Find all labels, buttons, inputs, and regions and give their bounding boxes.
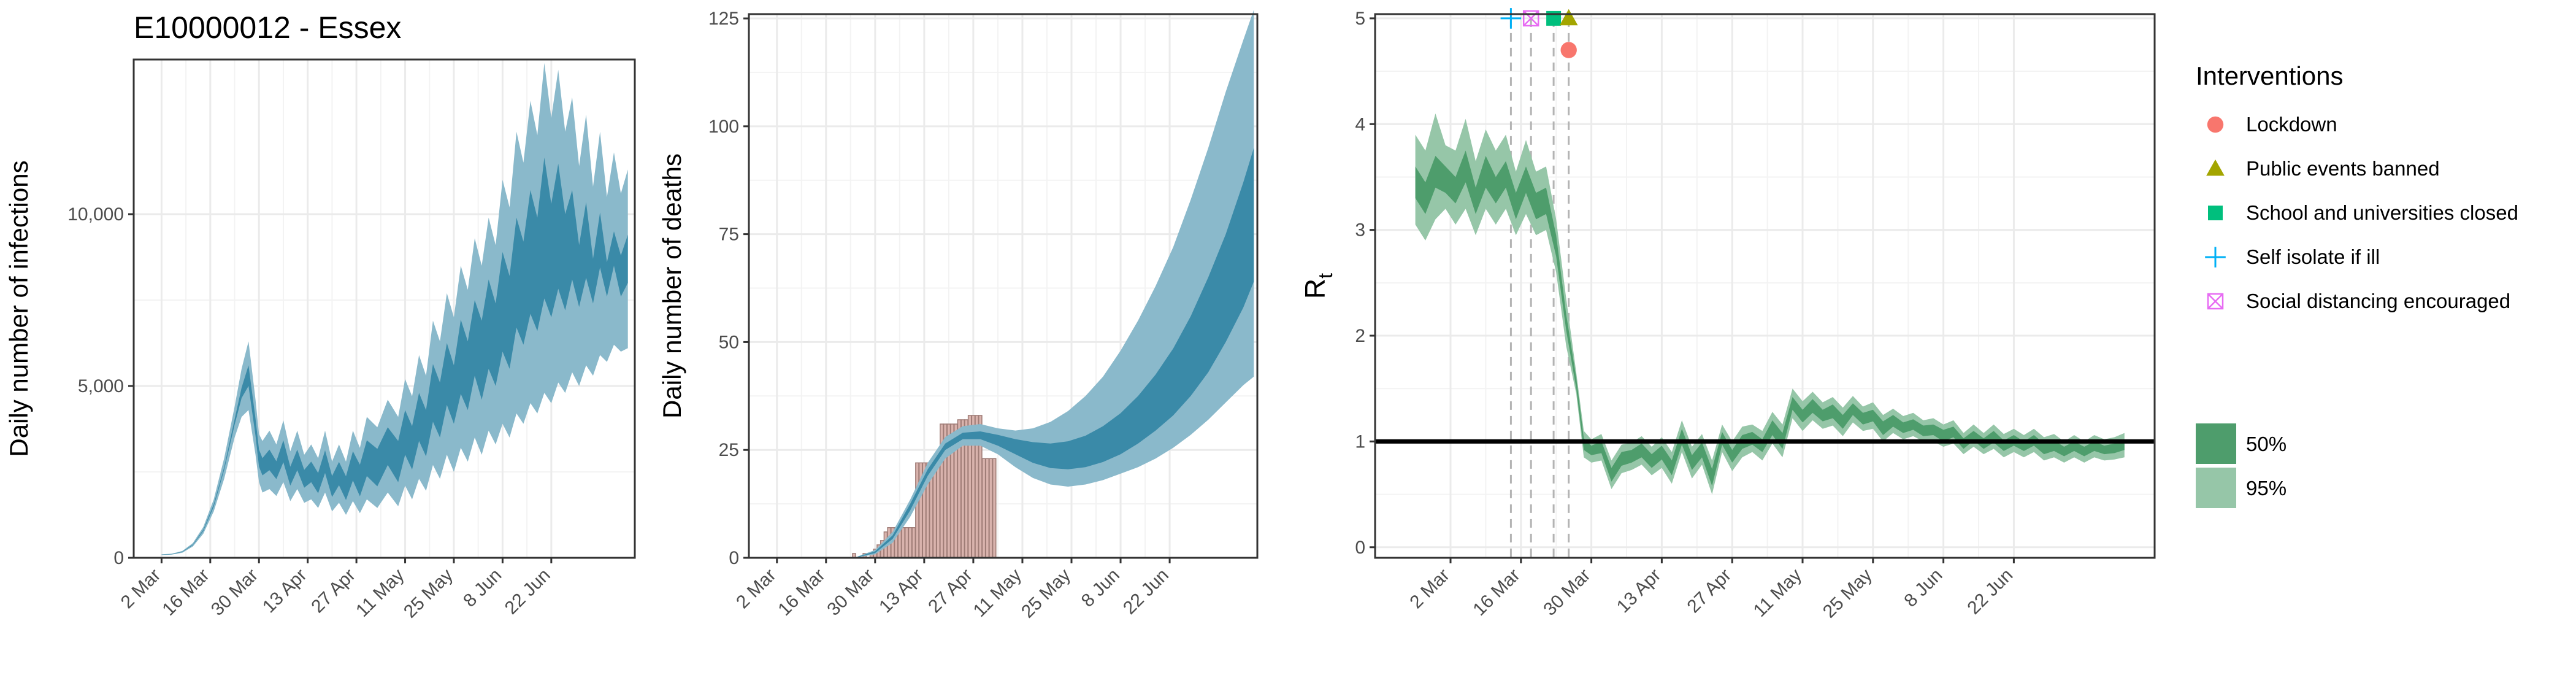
rt-ci-95-band <box>1415 114 2125 495</box>
x-tick-label: 16 Mar <box>774 565 829 620</box>
intervention-marker <box>1560 42 1577 58</box>
y-axis-label: Daily number of infections <box>4 160 33 457</box>
x-tick-label: 27 Apr <box>924 565 976 617</box>
y-tick-label: 75 <box>719 225 739 245</box>
rt-panel: 2 Mar 16 Mar 30 Mar 13 Apr 27 Apr 11 May 25 Ma… <box>1299 8 2156 622</box>
death-bar <box>985 458 990 558</box>
death-bar <box>932 462 937 558</box>
panel-border <box>1374 13 2156 559</box>
intervention-marker <box>1500 8 1522 29</box>
x-tick-label: 11 May <box>352 565 408 621</box>
intervention-marker <box>1546 10 1562 26</box>
legend-ci-label: 95% <box>2246 477 2287 500</box>
y-tick-label: 0 <box>113 548 124 568</box>
y-tick-label: 3 <box>1355 220 1365 241</box>
y-axis-label-main: R <box>1299 279 1331 299</box>
y-tick-label: 50 <box>719 332 739 352</box>
x-tick-label: 27 Apr <box>1683 565 1735 617</box>
y-tick-label: 1 <box>1355 431 1365 452</box>
y-axis-label-subscript: t <box>1314 273 1336 279</box>
x-tick-label: 8 Jun <box>1900 565 1946 611</box>
death-bar <box>915 462 919 558</box>
death-bar <box>936 462 941 558</box>
legend-marker <box>2206 159 2225 176</box>
legend-ci-label: 50% <box>2246 433 2287 455</box>
legend-item-label: Social distancing encouraged <box>2246 290 2510 312</box>
y-tick-label: 125 <box>708 9 739 29</box>
x-tick-label: 13 Apr <box>259 565 311 617</box>
x-tick-label: 16 Mar <box>158 565 213 620</box>
x-tick-label: 25 May <box>400 565 457 622</box>
legend-ci-swatch <box>2196 423 2236 464</box>
y-tick-label: 100 <box>708 117 739 137</box>
figure-title: E10000012 - Essex <box>134 10 401 45</box>
x-tick-label: 25 May <box>1018 565 1075 622</box>
x-tick-label: 30 Mar <box>207 565 262 620</box>
legend-marker <box>2205 247 2226 268</box>
y-tick-label: 10,000 <box>67 204 124 225</box>
x-tick-label: 8 Jun <box>459 565 505 611</box>
legend-item-label: Lockdown <box>2246 113 2337 136</box>
y-tick-label: 5 <box>1355 9 1365 29</box>
legend-ci-swatch <box>2196 468 2236 508</box>
intervention-marker <box>1559 9 1578 26</box>
x-tick-label: 11 May <box>1750 565 1806 621</box>
ci-95-band <box>161 63 628 555</box>
death-bar <box>911 527 916 558</box>
legend-item-label: Self isolate if ill <box>2246 245 2380 268</box>
y-axis-label: Rt <box>1299 273 1336 299</box>
x-tick-label: 13 Apr <box>875 565 927 617</box>
y-tick-label: 5,000 <box>78 376 124 396</box>
ci-50-band <box>161 157 628 555</box>
x-tick-label: 22 Jun <box>501 565 554 619</box>
death-bar <box>908 527 913 558</box>
legend-item-label: Public events banned <box>2246 157 2440 180</box>
y-tick-label: 0 <box>729 548 739 568</box>
y-axis-label: Daily number of deaths <box>657 153 686 419</box>
death-bar <box>904 527 909 558</box>
legend-marker <box>2208 206 2223 220</box>
x-tick-label: 11 May <box>970 565 1025 621</box>
legend-item-label: School and universities closed <box>2246 201 2518 224</box>
x-tick-label: 30 Mar <box>1539 565 1594 620</box>
y-tick-label: 25 <box>719 440 739 460</box>
x-tick-label: 22 Jun <box>1963 565 2017 619</box>
x-tick-label: 25 May <box>1819 565 1876 622</box>
x-tick-label: 2 Mar <box>1406 565 1454 613</box>
x-tick-label: 30 Mar <box>823 565 878 620</box>
death-bar <box>901 527 905 558</box>
x-tick-label: 27 Apr <box>307 565 359 617</box>
x-tick-label: 2 Mar <box>732 565 780 613</box>
y-tick-label: 0 <box>1355 538 1365 558</box>
legend: Interventions Lockdown Public events banne… <box>2196 61 2518 508</box>
x-tick-label: 8 Jun <box>1078 565 1124 611</box>
x-tick-label: 13 Apr <box>1613 565 1665 617</box>
death-bar <box>981 458 986 558</box>
y-tick-label: 4 <box>1355 114 1365 134</box>
legend-marker <box>2207 293 2224 310</box>
ci-50-band <box>857 148 1254 557</box>
legend-title: Interventions <box>2196 61 2343 90</box>
panel-border <box>132 58 636 559</box>
death-bar <box>989 458 993 558</box>
death-bar <box>992 458 997 558</box>
panel-border <box>748 13 1259 559</box>
legend-marker <box>2207 116 2224 133</box>
x-tick-label: 22 Jun <box>1119 565 1173 619</box>
x-tick-label: 16 Mar <box>1469 565 1524 620</box>
x-tick-label: 2 Mar <box>117 565 165 613</box>
y-tick-label: 2 <box>1355 326 1365 346</box>
rt-ci-50-band <box>1415 150 2125 486</box>
